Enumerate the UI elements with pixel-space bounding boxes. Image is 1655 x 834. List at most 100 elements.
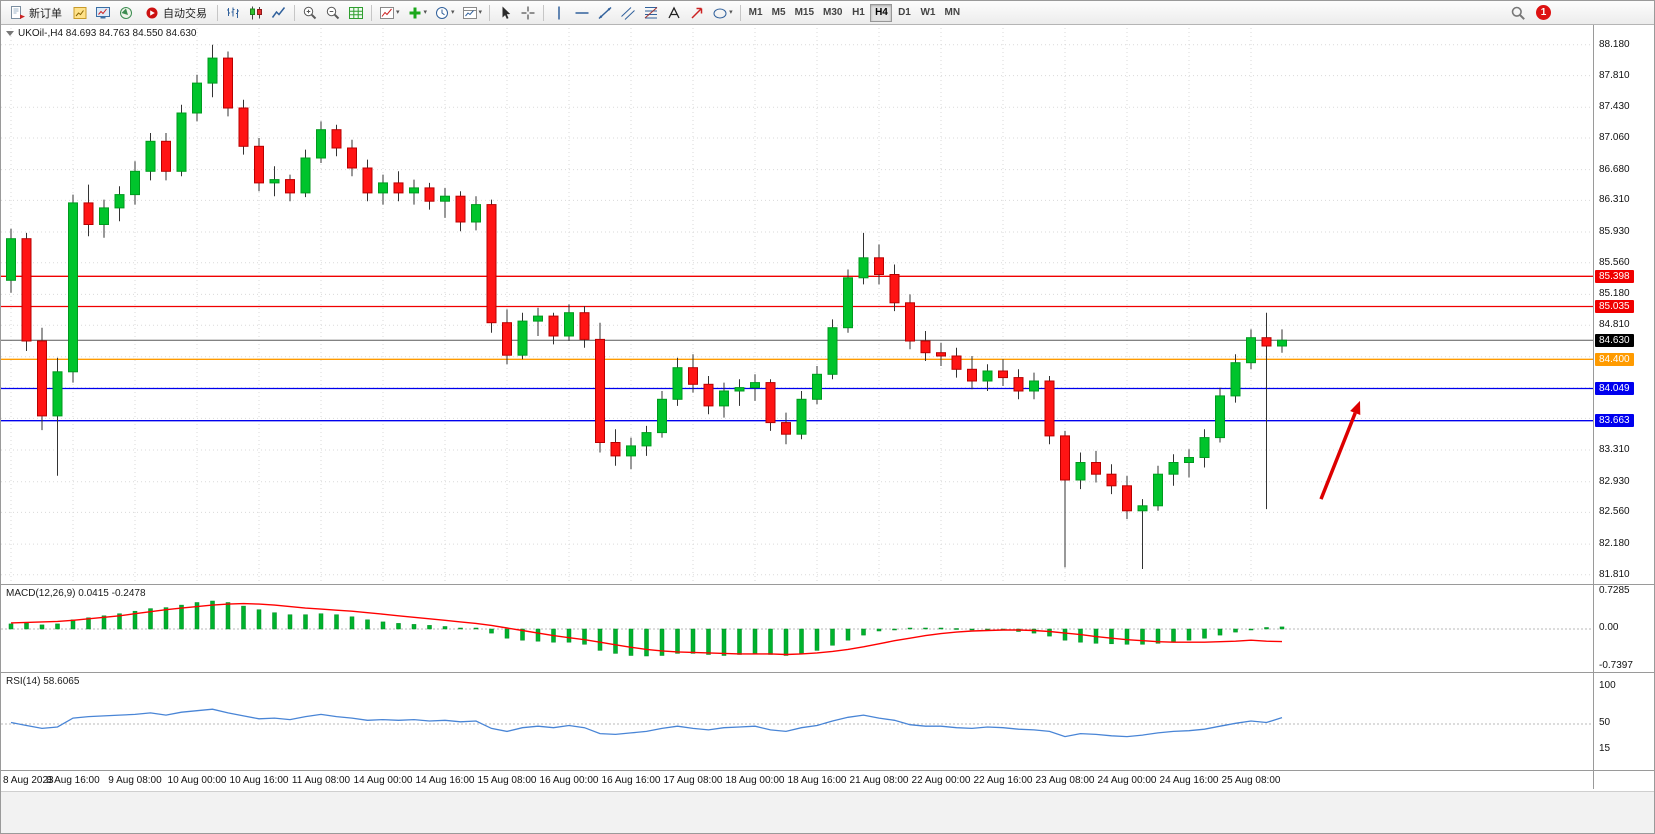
new-order-button[interactable]: 新订单 <box>4 3 68 23</box>
main-chart-pane[interactable]: UKOil-,H4 84.693 84.763 84.550 84.630 <box>1 24 1593 584</box>
profiles-icon <box>72 5 88 21</box>
cursor-icon <box>497 5 513 21</box>
profiles-button[interactable] <box>69 3 91 23</box>
time-axis-label: 10 Aug 00:00 <box>167 775 227 786</box>
candlestick-chart-button[interactable] <box>245 3 267 23</box>
timeframe-m30-button[interactable]: M30 <box>819 4 846 22</box>
grid-icon <box>348 5 364 21</box>
shapes-button[interactable]: ▾ <box>709 3 736 23</box>
rsi-label: RSI(14) 58.6065 <box>6 676 80 687</box>
market-watch-button[interactable] <box>92 3 114 23</box>
notification-badge[interactable]: 1 <box>1536 5 1551 20</box>
price-axis-label: 82.930 <box>1599 475 1630 487</box>
vertical-line-button[interactable] <box>548 3 570 23</box>
horizontal-line-button[interactable] <box>571 3 593 23</box>
rsi-pane[interactable]: RSI(14) 58.6065 <box>1 672 1593 770</box>
timeframe-m15-button[interactable]: M15 <box>791 4 818 22</box>
autotrading-button[interactable]: 自动交易 <box>138 3 213 23</box>
new-order-label: 新订单 <box>29 7 62 20</box>
dropdown-arrow-icon: ▾ <box>423 9 428 16</box>
timeframe-h1-button[interactable]: H1 <box>847 4 869 22</box>
timeframe-w1-button[interactable]: W1 <box>916 4 939 22</box>
search-icon <box>1510 5 1526 21</box>
cursor-button[interactable] <box>494 3 516 23</box>
macd-chart[interactable] <box>1 585 1593 672</box>
time-axis-label: 24 Aug 16:00 <box>1159 775 1219 786</box>
chart-header: UKOil-,H4 84.693 84.763 84.550 84.630 <box>6 28 196 39</box>
horizontal-line-icon <box>574 5 590 21</box>
price-axis-label: 85.180 <box>1599 288 1630 300</box>
vertical-line-icon <box>551 5 567 21</box>
zoom-out-button[interactable] <box>322 3 344 23</box>
new-order-icon <box>10 5 26 21</box>
new-chart-button[interactable]: ▾ <box>376 3 403 23</box>
line-chart-icon <box>271 5 287 21</box>
periods-icon <box>434 5 450 21</box>
dropdown-arrow-icon: ▾ <box>478 9 483 16</box>
timeframe-mn-button[interactable]: MN <box>940 4 964 22</box>
toolbar-separator <box>739 4 741 21</box>
rsi-axis-label: 100 <box>1599 680 1616 691</box>
navigator-button[interactable] <box>115 3 137 23</box>
text-button[interactable] <box>663 3 685 23</box>
indicators-button[interactable]: ▾ <box>404 3 431 23</box>
price-axis-label: 82.180 <box>1599 538 1630 550</box>
toolbar-separator <box>217 4 218 21</box>
price-axis[interactable]: 88.180 87.810 87.430 87.060 86.680 86.310 85.9… <box>1593 24 1654 789</box>
search-button[interactable] <box>1507 3 1529 23</box>
price-level-tag: 83.663 <box>1595 414 1634 428</box>
channel-button[interactable] <box>617 3 639 23</box>
crosshair-button[interactable] <box>517 3 539 23</box>
timeframe-d1-button[interactable]: D1 <box>893 4 915 22</box>
grid-button[interactable] <box>345 3 367 23</box>
time-axis-label: 8 Aug 2023 <box>3 775 54 786</box>
time-axis-label: 14 Aug 16:00 <box>415 775 475 786</box>
price-axis-label: 87.060 <box>1599 132 1630 143</box>
time-axis-label: 17 Aug 08:00 <box>663 775 723 786</box>
dropdown-arrow-icon: ▾ <box>451 9 455 16</box>
periods-button[interactable]: ▾ <box>431 3 458 23</box>
templates-button[interactable]: ▾ <box>459 3 486 23</box>
time-axis-label: 22 Aug 16:00 <box>973 775 1033 786</box>
price-axis-label: 83.310 <box>1599 444 1630 455</box>
zoom-in-button[interactable] <box>299 3 321 23</box>
trendline-button[interactable] <box>594 3 616 23</box>
templates-icon <box>462 5 478 21</box>
channel-icon <box>620 5 636 21</box>
timeframe-m1-button[interactable]: M1 <box>745 4 767 22</box>
candlestick-chart[interactable] <box>1 24 1593 584</box>
price-axis-label: 86.310 <box>1599 194 1630 206</box>
time-axis[interactable]: 8 Aug 2023 8 Aug 16:00 9 Aug 08:00 10 Aug 0… <box>1 770 1593 791</box>
fibonacci-button[interactable] <box>640 3 662 23</box>
timeframe-m5-button[interactable]: M5 <box>768 4 790 22</box>
bar-chart-button[interactable] <box>222 3 244 23</box>
line-chart-button[interactable] <box>268 3 290 23</box>
price-axis-label: 85.560 <box>1599 256 1630 268</box>
toolbar: 新订单 自动交易 ▾ ▾ ▾ ▾ ▾ M1 M5 M15 M30 H1 H4 D1 W1 MN 1 <box>1 1 1654 25</box>
timeframe-h4-button[interactable]: H4 <box>870 3 893 22</box>
candlestick-chart-icon <box>248 5 264 21</box>
macd-label: MACD(12,26,9) 0.0415 -0.2478 <box>6 588 146 599</box>
pane-separator <box>1594 770 1654 771</box>
toolbar-separator <box>371 4 372 21</box>
market-watch-icon <box>95 5 111 21</box>
autotrading-label: 自动交易 <box>163 7 207 20</box>
navigator-icon <box>118 5 134 21</box>
price-axis-label: 84.810 <box>1599 319 1630 331</box>
price-axis-label: 86.680 <box>1599 163 1630 175</box>
price-level-tag: 84.400 <box>1595 352 1634 366</box>
rsi-chart[interactable] <box>1 673 1593 770</box>
macd-axis-label: 0.00 <box>1599 622 1619 633</box>
arrows-icon <box>689 5 705 21</box>
arrows-button[interactable] <box>686 3 708 23</box>
toolbar-separator <box>543 4 545 21</box>
macd-pane[interactable]: MACD(12,26,9) 0.0415 -0.2478 <box>1 584 1593 672</box>
price-axis-label: 81.810 <box>1599 568 1630 580</box>
chart-menu-icon[interactable] <box>6 31 14 36</box>
time-axis-label: 18 Aug 16:00 <box>787 775 847 786</box>
price-axis-label: 87.810 <box>1599 69 1630 81</box>
time-axis-label: 18 Aug 00:00 <box>725 775 785 786</box>
rsi-axis-label: 50 <box>1599 717 1611 728</box>
time-axis-label: 14 Aug 00:00 <box>353 775 413 786</box>
